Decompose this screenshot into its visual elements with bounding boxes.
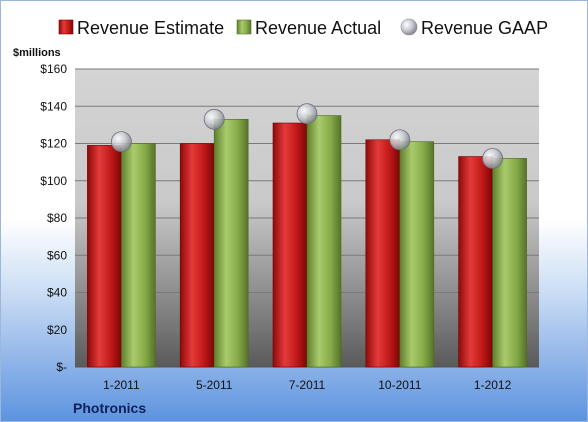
y-axis-unit-label: $millions [13, 47, 61, 59]
x-tick-label: 1-2011 [103, 378, 140, 392]
y-tick-label: $- [56, 360, 67, 374]
bar-revenue-estimate [179, 143, 215, 368]
bars [87, 115, 527, 368]
y-tick-label: $80 [47, 211, 67, 225]
legend-item-gaap: Revenue GAAP [400, 18, 548, 38]
marker-revenue-gaap [389, 129, 411, 151]
bar-revenue-estimate [272, 122, 308, 368]
y-axis-ticks: $- $20 $40 $60 $80 $100 $120 $140 $160 [40, 62, 67, 374]
y-tick-label: $140 [40, 99, 67, 113]
bar-revenue-actual [213, 118, 249, 368]
bar-revenue-actual [492, 158, 527, 368]
y-tick-label: $120 [40, 137, 67, 151]
y-tick-label: $160 [40, 62, 67, 76]
y-tick-label: $20 [47, 323, 67, 337]
bar-revenue-estimate [87, 145, 122, 368]
x-tick-label: 1-2012 [474, 378, 512, 392]
bar-revenue-estimate [458, 156, 493, 368]
bar-revenue-actual [306, 115, 342, 368]
marker-revenue-gaap [111, 131, 132, 153]
legend-item-estimate: Revenue Estimate [58, 18, 224, 38]
gaap-markers [111, 103, 504, 169]
x-tick-label: 5-2011 [196, 378, 233, 392]
legend-label-gaap: Revenue GAAP [421, 18, 548, 38]
y-tick-label: $60 [47, 248, 67, 262]
y-tick-label: $100 [40, 174, 67, 188]
legend-label-actual: Revenue Actual [255, 18, 381, 38]
marker-revenue-gaap [203, 108, 225, 130]
bar-revenue-actual [121, 143, 156, 368]
bar-revenue-estimate [365, 139, 401, 368]
company-name: Photronics [73, 400, 146, 416]
marker-revenue-gaap [482, 147, 504, 169]
legend-item-actual: Revenue Actual [236, 18, 381, 38]
x-tick-label: 10-2011 [378, 378, 421, 392]
x-axis-ticks: 1-2011 5-2011 7-2011 10-2011 1-2012 [103, 378, 511, 392]
x-tick-label: 7-2011 [289, 378, 326, 392]
marker-revenue-gaap [296, 103, 318, 125]
y-tick-label: $40 [47, 286, 67, 300]
bar-revenue-actual [399, 141, 435, 368]
legend-label-estimate: Revenue Estimate [77, 18, 224, 38]
legend: Revenue Estimate Revenue Actual Revenue … [58, 18, 548, 38]
